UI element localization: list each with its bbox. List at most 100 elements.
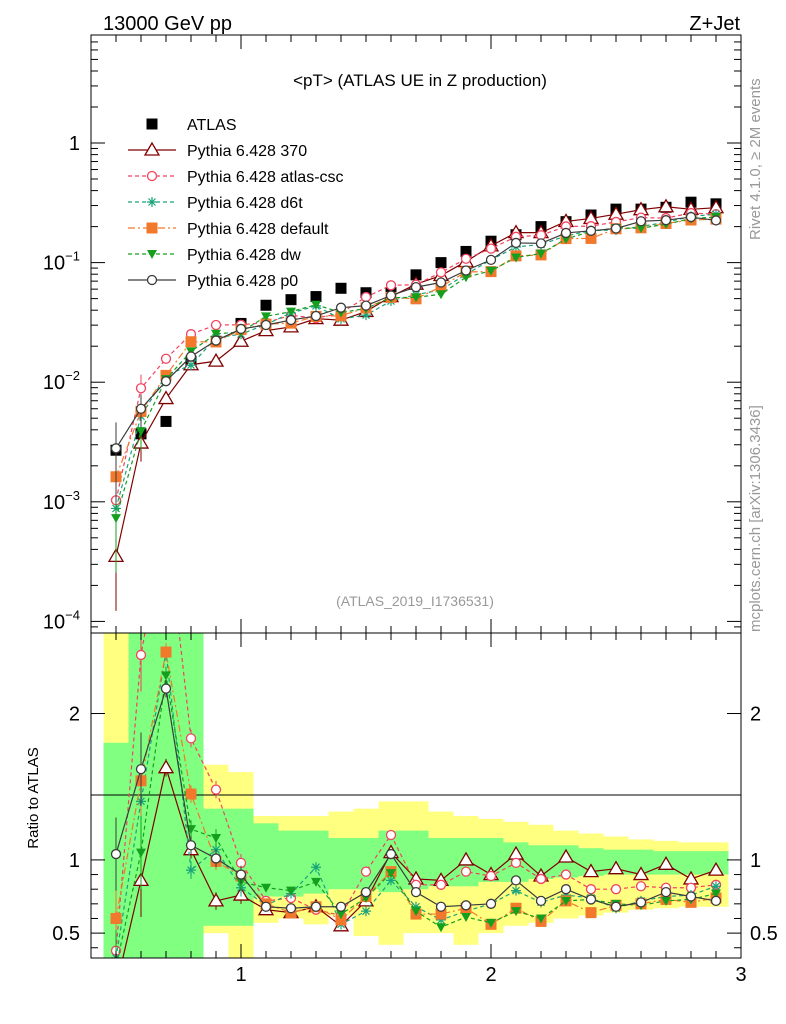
main-data-point <box>411 293 421 303</box>
main-data-point <box>211 329 221 339</box>
legend: ATLAS Pythia 6.428 370 Pythia 6.428 atlas-… <box>128 117 344 290</box>
main-data-point <box>510 237 522 249</box>
main-data-point <box>385 280 397 291</box>
xtick-label: 3 <box>735 964 746 986</box>
legend-label: Pythia 6.428 dw <box>187 247 301 264</box>
main-data-point <box>110 443 122 454</box>
ratio-ytick-label-right: 1 <box>750 850 761 872</box>
main-data-point <box>111 514 121 524</box>
rivet-version-label: Rivet 4.1.0, ≥ 2M events <box>747 78 764 240</box>
legend-item-pythia-6-428-default: Pythia 6.428 default <box>128 221 329 238</box>
main-data-point <box>511 253 521 263</box>
ratio-data-point <box>461 913 471 923</box>
ratio-data-point <box>210 853 222 864</box>
ratio-data-point <box>610 884 622 895</box>
legend-label: Pythia 6.428 d6t <box>187 195 303 212</box>
ratio-ytick-label-right: 2 <box>750 704 761 726</box>
main-data-point <box>657 198 675 213</box>
ratio-ytick-label-left: 0.5 <box>52 923 80 945</box>
ratio-ytick-label-left: 2 <box>69 704 80 726</box>
ratio-data-point <box>185 788 197 800</box>
main-data-point <box>160 415 172 427</box>
main-axis-ticks <box>91 34 742 634</box>
main-ytick-label: 10−1 <box>43 249 80 275</box>
main-data-point <box>610 223 622 234</box>
legend-item-atlas: ATLAS <box>146 117 237 134</box>
main-data-point <box>261 312 271 322</box>
ratio-data-point <box>510 875 522 886</box>
ratio-band-inner <box>678 851 704 875</box>
ratio-data-point <box>361 906 371 917</box>
legend-marker <box>146 170 158 182</box>
main-data-point <box>310 291 322 303</box>
legend-marker <box>143 141 161 156</box>
legend-item-pythia-6-428-p0: Pythia 6.428 p0 <box>128 273 298 290</box>
ratio-data-point <box>610 901 622 912</box>
ratio-data-point <box>435 901 447 912</box>
main-data-point <box>385 290 397 301</box>
main-data-point <box>435 267 447 278</box>
main-data-point <box>136 427 146 437</box>
main-data-point <box>285 294 297 306</box>
ratio-data-point <box>710 895 722 907</box>
legend-label: Pythia 6.428 atlas-csc <box>187 169 344 186</box>
xtick-label: 2 <box>485 964 496 986</box>
ratio-data-point <box>335 914 347 926</box>
main-data-point <box>335 302 347 313</box>
ratio-data-point <box>311 877 321 887</box>
main-data-point <box>436 290 446 300</box>
ratio-data-point <box>561 896 571 906</box>
main-data-point <box>135 383 147 394</box>
ratio-data-point <box>135 649 147 661</box>
ratio-data-point <box>110 848 122 860</box>
main-data-point <box>235 323 247 335</box>
main-data-point <box>460 265 472 276</box>
ratio-data-point <box>385 829 397 841</box>
ratio-data-point <box>435 879 447 890</box>
ratio-data-point <box>386 875 396 886</box>
ratio-data-point <box>585 884 597 895</box>
ratio-data-point <box>311 862 321 873</box>
ratio-data-point <box>135 763 147 775</box>
ratio-ytick-label-left: 1 <box>69 850 80 872</box>
main-data-point <box>460 245 472 257</box>
ratio-data-point <box>457 851 475 866</box>
main-data-point <box>286 307 296 317</box>
ratio-data-point <box>560 884 572 895</box>
main-ytick-label: 10−3 <box>43 488 80 514</box>
main-data-point <box>660 215 672 226</box>
legend-item-pythia-6-428-dw: Pythia 6.428 dw <box>128 247 301 264</box>
legend-marker <box>146 274 158 286</box>
main-data-point <box>410 281 422 293</box>
legend-label: ATLAS <box>187 117 237 134</box>
main-data-point <box>207 352 225 367</box>
ratio-data-point <box>185 840 197 851</box>
main-data-point <box>585 232 597 244</box>
ratio-data-point <box>632 866 650 881</box>
ratio-data-point <box>607 860 625 875</box>
ratio-axis-ticks <box>91 633 742 958</box>
ratio-data-point <box>557 848 575 863</box>
main-data-point <box>485 254 497 266</box>
main-data-point <box>710 215 722 226</box>
ratio-data-point <box>436 923 446 933</box>
legend-marker <box>146 118 158 130</box>
ratio-data-point <box>460 866 472 877</box>
ratio-data-point <box>582 863 600 878</box>
ratio-data-point <box>136 848 146 858</box>
main-data-point <box>536 249 546 259</box>
main-data-point <box>485 243 497 254</box>
ratio-data-point <box>711 881 721 892</box>
ratio-data-point <box>186 865 196 876</box>
ratio-data-point <box>160 646 172 658</box>
xtick-label: 1 <box>235 964 246 986</box>
ratio-data-point <box>511 907 521 917</box>
ratio-data-point <box>711 889 721 899</box>
ratio-data-point <box>635 897 647 908</box>
energy-label: 13000 GeV pp <box>103 13 232 35</box>
ratio-data-point <box>435 908 447 920</box>
main-data-point <box>310 310 322 322</box>
ratio-data-point <box>510 857 522 868</box>
ratio-data-point <box>485 870 497 882</box>
